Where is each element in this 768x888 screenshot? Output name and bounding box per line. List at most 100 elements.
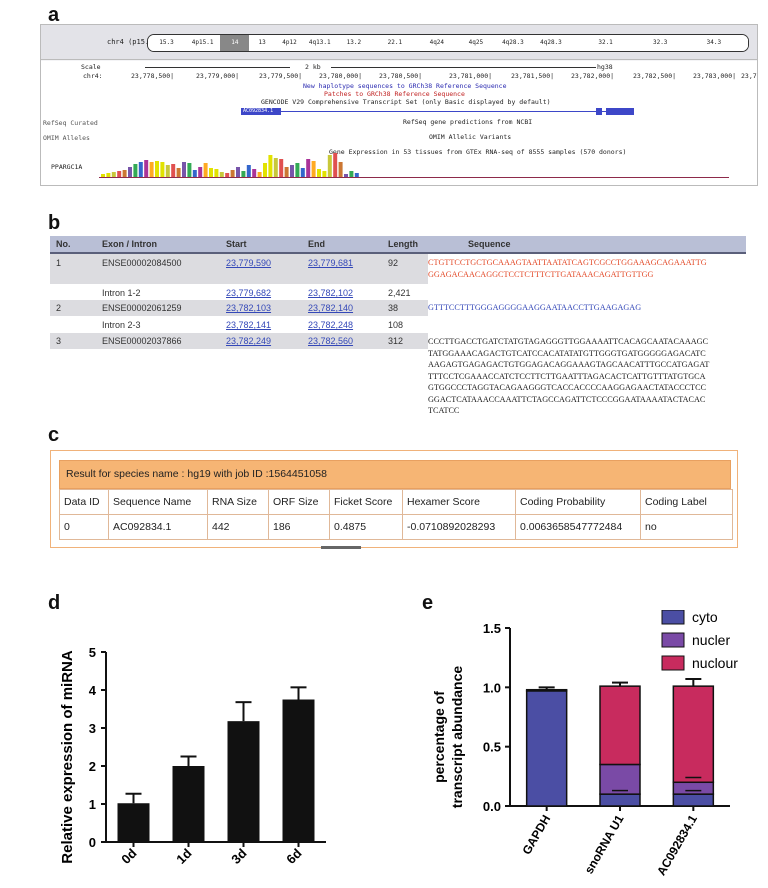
coordinate-tick: 23,780,000| [319,72,363,80]
bar [117,803,150,842]
col-rna-size: RNA Size [207,489,269,515]
gtex-tissue-bar [273,158,278,177]
row-end-link[interactable]: 23,782,102 [308,288,354,298]
expression-bar-chart: 0 1 2 3 4 5 0d 1d 3d 6d Relative expression of miR… [59,645,326,867]
col-ficket-score: Ficket Score [329,489,403,515]
ideogram-band: 4q28.3 [495,35,532,51]
panel-label-b: b [48,212,61,234]
coordinate-tick: 23,783, [741,72,757,80]
gtex-tissue-bar [338,162,343,177]
gtex-tissue-bar [198,167,203,177]
bar [172,766,205,842]
gtex-tissue-bar [106,173,111,177]
gtex-tissue-bar [306,159,311,177]
coordinate-tick: 23,779,000| [196,72,240,80]
row-name: ENSE00002037866 [102,336,182,346]
row-name: ENSE00002061259 [102,303,182,313]
gtex-line: Gene Expression in 53 tissues from GTEx … [329,148,627,156]
gtex-tissue-bar [279,159,284,177]
omim-track-label: OMIM Alleles [43,134,90,142]
gencode-line: GENCODE V29 Comprehensive Transcript Set… [261,98,551,106]
y-axis-title: Relative expression of miRNA [59,650,76,864]
ideogram-band: 13.2 [335,35,374,51]
legend-swatch [661,632,685,648]
row-sequence: CCCTTGACCTGATCTATGTAGAGGGTTGGAAAATTCACAG… [428,337,710,415]
gtex-tissue-bar [117,171,122,177]
gtex-tissue-bar [192,170,197,177]
col-length: Length [388,239,418,249]
browser-tracks: Scale 2 kb hg38 chr4: 23,778,500| 23,779,… [41,61,757,185]
row-length: 108 [388,320,404,330]
ideogram-band: 15.3 [148,35,187,51]
gtex-tissue-bar [230,170,235,177]
row-start-link[interactable]: 23,782,141 [226,320,272,330]
stacked-segment [672,781,715,795]
ideogram-band: 4p15.1 [186,35,221,51]
ideogram-band: 4q24 [417,35,458,51]
col-start: Start [226,239,247,249]
patches-line: Patches to GRCh38 Reference Sequence [324,90,465,98]
gtex-tissue-bar [165,165,170,177]
table-row [50,333,428,349]
result-header-row: Data ID Sequence Name RNA Size ORF Size … [59,489,733,515]
scale-value: 2 kb [305,63,321,71]
legend-swatch [661,610,685,625]
cell-sequence-name: AC092834.1 [108,514,208,540]
gtex-tissue-bar [111,172,116,177]
ideogram-band: 34.3 [680,35,748,51]
exon-table-panel: No. Exon / Intron Start End Length Seque… [50,236,750,426]
ideogram-band: 14 [220,35,251,51]
haplotype-line: New haplotype sequences to GRCh38 Refere… [303,82,507,90]
row-name: ENSE00002084500 [102,258,182,268]
col-no: No. [56,239,71,249]
gtex-tissue-bar [122,170,127,177]
gtex-tissue-bar [295,163,300,177]
row-end-link[interactable]: 23,782,560 [308,336,354,346]
cell-ficket-score: 0.4875 [329,514,403,540]
row-start-link[interactable]: 23,779,590 [226,258,272,268]
y-tick-label: 1 [89,797,96,812]
row-end-link[interactable]: 23,779,681 [308,258,354,268]
horizontal-scrollbar[interactable] [321,546,361,549]
gtex-tissue-bar [160,162,165,177]
gtex-tissue-bar [290,165,294,177]
row-start-link[interactable]: 23,782,249 [226,336,272,346]
refseq-track-label: RefSeq Curated [43,119,98,127]
ideogram-band: 13 [250,35,275,51]
row-length: 38 [388,303,399,313]
row-start-link[interactable]: 23,782,103 [226,303,272,313]
x-tick-label: 1d [173,845,194,866]
scale-bar-left [145,67,290,68]
gene-label-box: AC092834.1 [241,108,281,115]
omim-line: OMIM Allelic Variants [429,133,512,141]
gtex-tissue-bar [268,155,273,177]
y-tick-label: 1.5 [483,621,501,636]
ideogram-band: 4q13.1 [305,35,336,51]
col-end: End [308,239,325,249]
ideogram-band: 4q25 [457,35,496,51]
gtex-tissue-bar [144,160,149,177]
y-tick-label: 4 [89,683,97,698]
cell-data-id: 0 [59,514,109,540]
x-tick-label: snoRNA U1 [582,812,627,876]
y-tick-label: 0 [89,835,96,850]
gtex-tissue-bar [176,168,181,177]
row-no: 1 [56,258,62,268]
chromosome-label: chr4 (p15.2) [107,38,158,46]
chromosome-ideogram: 15.3 4p15.1 14 13 4p12 4q13.1 13.2 22.1 4q24 4q25… [147,34,749,52]
row-end-link[interactable]: 23,782,248 [308,320,354,330]
row-end-link[interactable]: 23,782,140 [308,303,354,313]
row-length: 92 [388,258,399,268]
ideogram-band: 4q28.3 [531,35,572,51]
ideogram-band: 32.1 [571,35,641,51]
gtex-tissue-bar [214,169,219,177]
gene-name: AC092834.1 [243,108,274,114]
gtex-tissue-bar [252,169,257,177]
chr-coordinate-label: chr4: [83,72,103,80]
row-start-link[interactable]: 23,779,682 [226,288,272,298]
col-hexamer-score: Hexamer Score [402,489,516,515]
scale-bar-right [331,67,596,68]
col-data-id: Data ID [59,489,109,515]
bar [282,699,315,842]
cell-hexamer-score: -0.0710892028293 [402,514,516,540]
